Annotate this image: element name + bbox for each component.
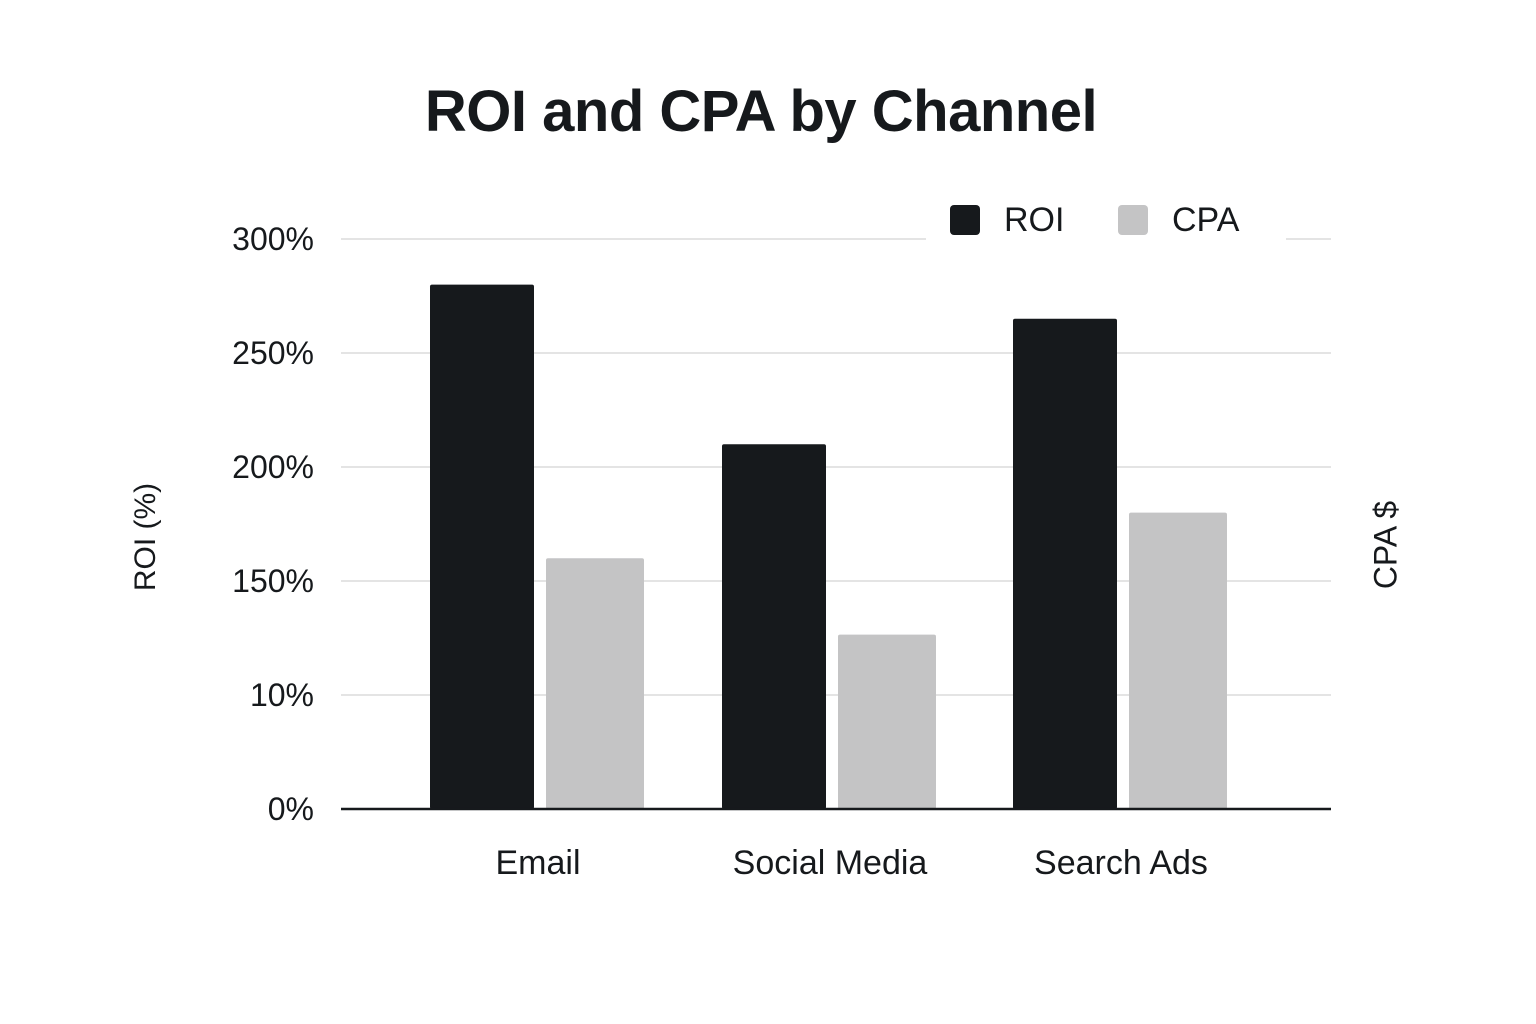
x-tick-label: Search Ads bbox=[1034, 844, 1208, 882]
y-tick-label: 250% bbox=[232, 335, 314, 371]
chart-title: ROI and CPA by Channel bbox=[424, 79, 1098, 144]
legend-item-roi: ROI bbox=[950, 200, 1065, 239]
bar-cpa-social-media bbox=[838, 634, 936, 809]
x-tick-label: Email bbox=[495, 844, 580, 882]
y-tick-label: 150% bbox=[232, 563, 314, 599]
bar-roi-social-media bbox=[722, 444, 826, 809]
y-tick-label: 200% bbox=[232, 449, 314, 485]
legend-label-roi: ROI bbox=[1004, 200, 1065, 239]
bar-cpa-email bbox=[546, 558, 644, 809]
bar-cpa-search-ads bbox=[1129, 512, 1227, 809]
bar-roi-email bbox=[430, 284, 534, 810]
y-tick-label: 10% bbox=[250, 677, 314, 713]
legend: ROI CPA bbox=[926, 193, 1286, 249]
legend-swatch-cpa bbox=[1118, 205, 1148, 235]
y-tick-label: 0% bbox=[268, 791, 314, 827]
y-tick-label: 300% bbox=[232, 221, 314, 257]
bar-roi-search-ads bbox=[1013, 318, 1117, 809]
x-tick-label: Social Media bbox=[733, 844, 928, 882]
legend-swatch-roi bbox=[950, 205, 980, 235]
legend-item-cpa: CPA bbox=[1118, 200, 1240, 239]
legend-label-cpa: CPA bbox=[1172, 200, 1240, 239]
